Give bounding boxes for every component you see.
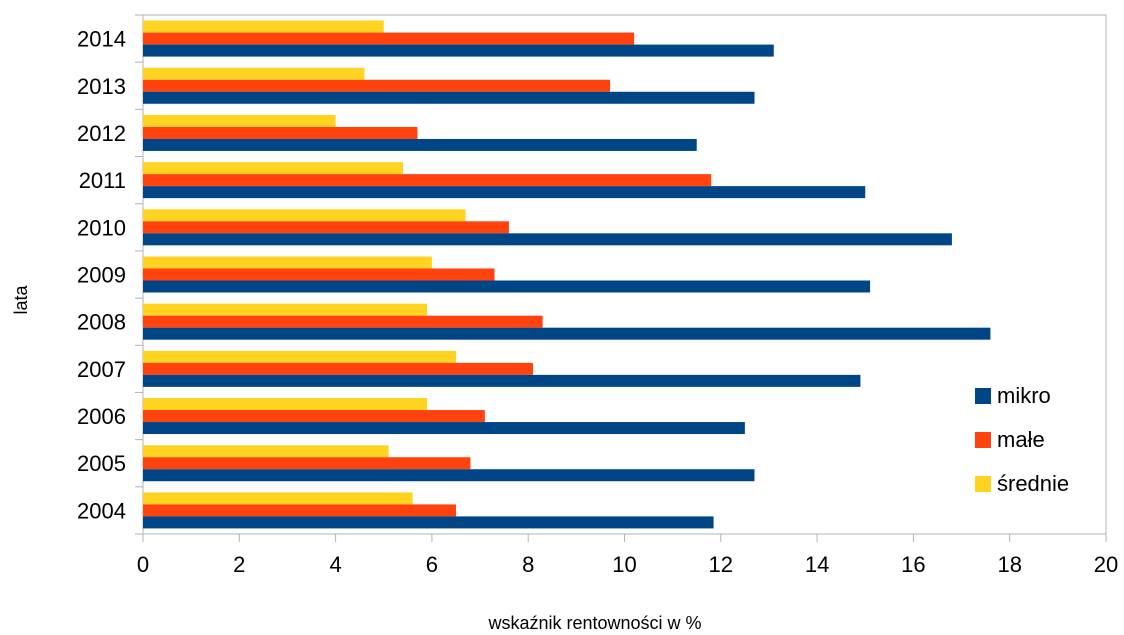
x-tick-label: 6 xyxy=(426,552,438,577)
bar-mikro-2014 xyxy=(143,44,774,57)
x-tick-label: 0 xyxy=(137,552,149,577)
bar-małe-2009 xyxy=(143,268,495,281)
x-axis: 0 2 4 6 8 10 12 14 16 18 20 xyxy=(137,534,1118,577)
bar-małe-2008 xyxy=(143,315,543,328)
x-axis-title: wskaźnik rentowności w % xyxy=(487,613,701,633)
bar-średnie-2012 xyxy=(143,114,336,127)
legend-label-małe: małe xyxy=(997,427,1045,452)
y-tick-label: 2013 xyxy=(77,74,126,99)
y-tick-label: 2005 xyxy=(77,451,126,476)
x-tick-label: 16 xyxy=(901,552,925,577)
x-tick-label: 10 xyxy=(612,552,636,577)
bar-średnie-2008 xyxy=(143,303,428,316)
x-tick-label: 2 xyxy=(233,552,245,577)
bar-małe-2007 xyxy=(143,362,534,375)
y-axis: 2004 2005 2006 2007 2008 2009 2010 2011 2012 2013… xyxy=(77,14,143,535)
x-tick-label: 14 xyxy=(805,552,829,577)
y-tick-label: 2010 xyxy=(77,215,126,240)
bar-średnie-2006 xyxy=(143,398,428,411)
bar-małe-2012 xyxy=(143,126,418,139)
legend-swatch-małe xyxy=(975,432,991,448)
legend-label-mikro: mikro xyxy=(997,383,1051,408)
x-tick-label: 18 xyxy=(997,552,1021,577)
x-tick-label: 20 xyxy=(1094,552,1118,577)
bar-małe-2005 xyxy=(143,457,471,470)
bar-średnie-2010 xyxy=(143,209,466,222)
bar-małe-2013 xyxy=(143,79,611,92)
bar-mikro-2006 xyxy=(143,422,745,435)
y-axis-title: lata xyxy=(11,285,31,315)
legend: mikro małe średnie xyxy=(975,383,1069,496)
legend-swatch-mikro xyxy=(975,388,991,404)
bar-małe-2011 xyxy=(143,174,712,187)
bar-małe-2004 xyxy=(143,504,456,517)
bar-średnie-2014 xyxy=(143,20,384,33)
bar-średnie-2013 xyxy=(143,67,365,80)
bar-małe-2010 xyxy=(143,221,509,234)
bar-średnie-2005 xyxy=(143,445,389,458)
bar-mikro-2010 xyxy=(143,233,952,246)
y-tick-label: 2004 xyxy=(77,498,126,523)
y-tick-label: 2006 xyxy=(77,404,126,429)
y-tick-label: 2011 xyxy=(79,168,126,193)
legend-swatch-średnie xyxy=(975,476,991,492)
bar-średnie-2009 xyxy=(143,256,432,269)
bar-małe-2014 xyxy=(143,32,635,45)
bar-mikro-2011 xyxy=(143,186,866,199)
bar-mikro-2008 xyxy=(143,327,991,340)
bar-mikro-2007 xyxy=(143,374,861,387)
x-tick-label: 12 xyxy=(709,552,733,577)
bar-średnie-2007 xyxy=(143,350,456,363)
bar-małe-2006 xyxy=(143,410,485,423)
bar-średnie-2011 xyxy=(143,162,404,175)
x-tick-label: 4 xyxy=(329,552,341,577)
y-tick-label: 2009 xyxy=(77,263,126,288)
bar-mikro-2005 xyxy=(143,469,755,482)
bar-mikro-2004 xyxy=(143,516,714,529)
bar-mikro-2009 xyxy=(143,280,871,293)
bars-group xyxy=(143,20,991,529)
y-tick-label: 2008 xyxy=(77,310,126,335)
legend-label-średnie: średnie xyxy=(997,471,1069,496)
y-tick-label: 2012 xyxy=(77,121,126,146)
y-tick-label: 2014 xyxy=(77,27,126,52)
x-tick-label: 8 xyxy=(522,552,534,577)
bar-mikro-2013 xyxy=(143,91,755,104)
bar-mikro-2012 xyxy=(143,138,697,151)
y-tick-label: 2007 xyxy=(77,357,126,382)
bar-średnie-2004 xyxy=(143,492,413,505)
